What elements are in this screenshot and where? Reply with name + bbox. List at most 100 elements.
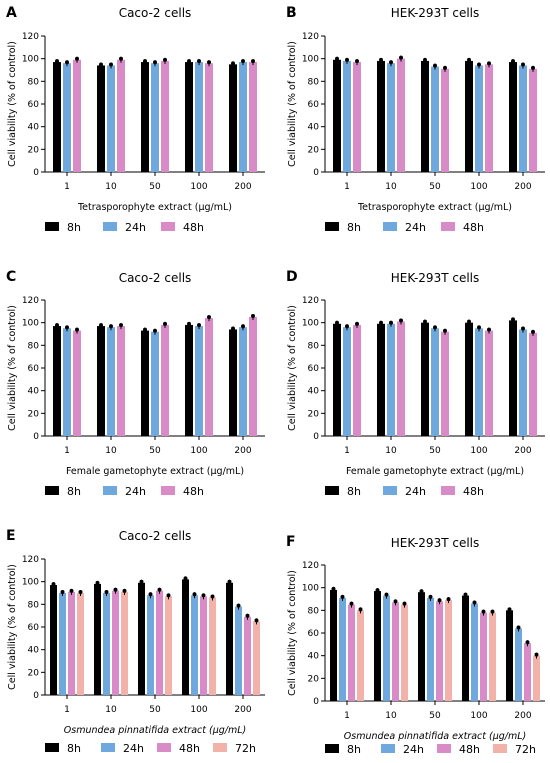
bar-24h-10 [103, 593, 110, 695]
data-point [463, 592, 468, 597]
bar-24h-50 [431, 328, 439, 436]
y-tick-label: 40 [28, 646, 40, 656]
data-point [119, 323, 123, 328]
data-point [60, 590, 65, 594]
bar-72h-50 [165, 596, 172, 695]
panel-letter: A [6, 5, 17, 21]
data-point [433, 63, 437, 68]
y-tick-label: 20 [28, 668, 40, 678]
bar-24h-1 [339, 597, 346, 701]
x-tick-label: 200 [514, 446, 531, 456]
bar-48h-1 [68, 591, 75, 695]
bar-24h-50 [151, 331, 159, 436]
bar-48h-1 [73, 59, 81, 172]
data-point [163, 57, 167, 62]
data-point [511, 317, 515, 322]
data-point [122, 588, 127, 593]
y-tick-label: 0 [313, 432, 319, 442]
y-tick-label: 20 [28, 145, 40, 155]
y-tick-label: 60 [28, 100, 40, 110]
bar-24h-200 [235, 606, 242, 695]
bar-8h-100 [465, 322, 473, 436]
bar-8h-50 [141, 330, 149, 436]
bar-48h-50 [161, 324, 169, 436]
data-point [384, 592, 389, 597]
bar-24h-200 [239, 327, 247, 436]
bar-48h-200 [524, 643, 531, 701]
data-point [104, 590, 109, 594]
bar-24h-50 [427, 597, 434, 701]
data-point [481, 609, 486, 614]
x-axis-label: Tetrasporophyte extract (µg/mL) [77, 202, 232, 213]
legend-swatch-48h [157, 743, 171, 752]
bar-48h-100 [205, 63, 213, 173]
legend-label-24h: 24h [403, 743, 424, 756]
data-point [437, 598, 442, 603]
legend-swatch-48h [161, 222, 175, 231]
bar-8h-50 [421, 322, 429, 436]
bar-48h-100 [205, 318, 213, 436]
bar-8h-100 [185, 324, 193, 436]
data-point [516, 625, 521, 630]
x-axis-label: Tetrasporophyte extract (µg/mL) [357, 202, 512, 213]
data-point [109, 62, 113, 67]
x-tick-label: 1 [344, 182, 350, 192]
data-point [78, 590, 83, 594]
data-point [531, 65, 535, 70]
bar-8h-200 [229, 329, 237, 436]
data-point [245, 613, 250, 618]
legend-label-8h: 8h [347, 221, 361, 234]
y-tick-label: 60 [308, 629, 320, 639]
data-point [399, 55, 403, 60]
bar-8h-10 [374, 591, 381, 701]
data-point [139, 579, 144, 584]
bar-72h-200 [533, 655, 540, 701]
data-point [148, 592, 153, 597]
bar-48h-50 [436, 601, 443, 701]
bar-72h-100 [209, 597, 216, 695]
x-tick-label: 200 [514, 711, 531, 721]
x-tick-label: 10 [385, 446, 397, 456]
y-axis-label: Cell viability (% of control) [7, 564, 18, 690]
bar-8h-10 [377, 323, 385, 436]
bar-72h-10 [121, 591, 128, 695]
x-axis-label: Female gametophyte extract (µg/mL) [66, 466, 244, 477]
bar-8h-200 [229, 64, 237, 172]
bar-8h-1 [333, 59, 341, 172]
data-point [113, 587, 118, 592]
legend-label-72h: 72h [235, 742, 256, 755]
data-point [355, 59, 359, 64]
bar-72h-1 [77, 593, 84, 695]
legend-label-72h: 72h [515, 743, 536, 756]
bar-48h-10 [117, 59, 125, 172]
bar-24h-200 [519, 65, 527, 172]
x-tick-label: 100 [190, 446, 207, 456]
data-point [345, 324, 349, 329]
panel-a: A Caco-2 cells 0 20 40 60 80 100 120 Cell viabili… [6, 5, 265, 234]
bar-8h-1 [330, 589, 337, 701]
data-point [65, 60, 69, 65]
data-point [531, 329, 535, 334]
y-axis-label: Cell viability (% of control) [287, 305, 298, 431]
bar-8h-10 [377, 60, 385, 172]
x-tick-label: 10 [105, 705, 117, 715]
legend-swatch-8h [45, 222, 59, 231]
bar-48h-1 [73, 330, 81, 436]
bar-72h-50 [445, 600, 452, 701]
x-tick-label: 10 [385, 711, 397, 721]
legend-swatch-24h [381, 744, 395, 753]
x-tick-label: 1 [344, 711, 350, 721]
y-tick-label: 20 [308, 409, 320, 419]
legend-swatch-8h [45, 486, 59, 495]
data-point [153, 60, 157, 65]
data-point [65, 325, 69, 330]
data-point [207, 315, 211, 320]
data-point [227, 579, 232, 584]
data-point [55, 323, 59, 328]
data-point [251, 59, 255, 64]
data-point [163, 321, 167, 326]
y-tick-label: 120 [302, 32, 319, 42]
data-point [119, 56, 123, 61]
data-point [166, 593, 171, 598]
data-point [345, 57, 349, 62]
